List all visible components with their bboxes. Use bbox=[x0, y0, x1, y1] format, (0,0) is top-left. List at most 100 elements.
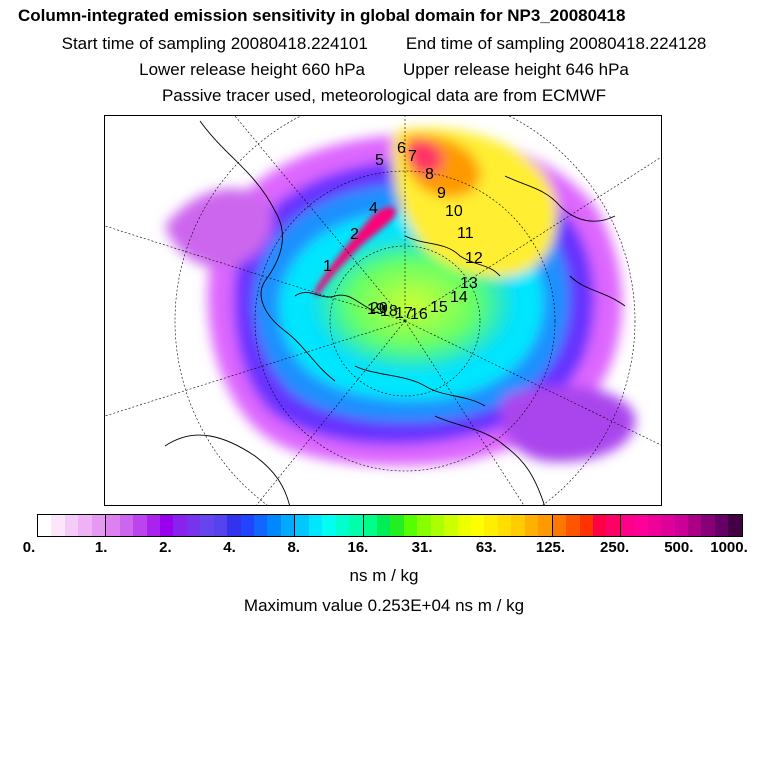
colorbar-cell bbox=[362, 515, 377, 536]
colorbar-cell bbox=[511, 515, 525, 536]
track-label-18: 18 bbox=[380, 303, 398, 320]
colorbar-tick-label: 2. bbox=[159, 539, 172, 556]
colorbar-cell bbox=[579, 515, 593, 536]
track-label-17: 17 bbox=[395, 305, 413, 322]
colorbar-cell bbox=[133, 515, 147, 536]
colorbar-cell bbox=[566, 515, 580, 536]
track-label-13: 13 bbox=[460, 275, 478, 292]
colorbar-cell bbox=[728, 515, 742, 536]
track-label-15: 15 bbox=[430, 299, 448, 316]
lower-release-label: Lower release height 660 hPa bbox=[139, 60, 365, 79]
colorbar-cell bbox=[186, 515, 201, 536]
colorbar-cell bbox=[227, 515, 241, 536]
track-label-12: 12 bbox=[465, 250, 483, 267]
sampling-times: Start time of sampling 20080418.224101 En… bbox=[0, 34, 768, 54]
colorbar-tick-label: 31. bbox=[411, 539, 433, 556]
colorbar-cell bbox=[457, 515, 471, 536]
plume-track bbox=[314, 207, 396, 298]
colorbar-tick-label: 500. bbox=[664, 539, 694, 556]
colorbar-cell bbox=[105, 515, 120, 536]
track-label-14: 14 bbox=[450, 289, 468, 306]
colorbar-cell bbox=[606, 515, 620, 536]
map-canvas: 1 2 4 5 6 7 8 9 10 11 12 13 14 15 16 17 … bbox=[105, 116, 661, 505]
colorbar-cell bbox=[390, 515, 404, 536]
colorbar-cell bbox=[64, 515, 79, 536]
release-heights: Lower release height 660 hPa Upper releas… bbox=[0, 60, 768, 80]
track-label-11: 11 bbox=[457, 225, 474, 242]
colorbar-cell bbox=[308, 515, 323, 536]
upper-release-label: Upper release height 646 hPa bbox=[403, 60, 629, 79]
colorbar-cell bbox=[524, 515, 539, 536]
colorbar-cell bbox=[430, 515, 445, 536]
colorbar-cell bbox=[335, 515, 350, 536]
colorbar-tick-label: 8. bbox=[287, 539, 300, 556]
colorbar-cell bbox=[417, 515, 431, 536]
colorbar-cell bbox=[714, 515, 729, 536]
track-label-5: 5 bbox=[375, 152, 384, 169]
colorbar-cell bbox=[551, 515, 567, 536]
colorbar-cell bbox=[661, 515, 675, 536]
colorbar-cell bbox=[146, 515, 160, 536]
colorbar-tick-label: 250. bbox=[600, 539, 630, 556]
colorbar-cell bbox=[349, 515, 363, 536]
colorbar-cell bbox=[538, 515, 552, 536]
end-time-label: End time of sampling 20080418.224128 bbox=[405, 34, 707, 53]
colorbar-cell bbox=[701, 515, 715, 536]
colorbar-cell bbox=[674, 515, 688, 536]
colorbar-cell bbox=[444, 515, 458, 536]
track-label-10: 10 bbox=[445, 203, 463, 220]
colorbar-cell bbox=[173, 515, 187, 536]
colorbar-cell bbox=[376, 515, 391, 536]
colorbar-cell bbox=[240, 515, 254, 536]
track-labels: 1 2 4 5 6 7 8 9 10 11 12 13 14 15 16 17 … bbox=[323, 140, 483, 323]
colorbar-cell bbox=[471, 515, 485, 536]
sensitivity-field bbox=[165, 128, 636, 466]
colorbar bbox=[37, 514, 743, 537]
colorbar-cell bbox=[119, 515, 134, 536]
colorbar-cell bbox=[51, 515, 65, 536]
track-label-1: 1 bbox=[323, 258, 332, 275]
colorbar-tick-label: 63. bbox=[475, 539, 497, 556]
colorbar-cell bbox=[267, 515, 281, 536]
track-label-6: 6 bbox=[397, 140, 406, 157]
colorbar-tick-label: 16. bbox=[347, 539, 369, 556]
colorbar-cell bbox=[592, 515, 607, 536]
colorbar-tick-label: 125. bbox=[535, 539, 566, 556]
colorbar-cell bbox=[213, 515, 228, 536]
track-label-2: 2 bbox=[350, 226, 359, 243]
colorbar-cell bbox=[200, 515, 214, 536]
colorbar-cell bbox=[159, 515, 174, 536]
colorbar-cell bbox=[647, 515, 662, 536]
colorbar-cell bbox=[254, 515, 268, 536]
colorbar-cell bbox=[619, 515, 635, 536]
colorbar-cell bbox=[38, 515, 52, 536]
colorbar-cell bbox=[322, 515, 336, 536]
colorbar-cell bbox=[280, 515, 295, 536]
plot-title: Column-integrated emission sensitivity i… bbox=[18, 6, 626, 25]
colorbar-tick-label: 0. bbox=[22, 539, 36, 556]
track-label-9: 9 bbox=[437, 185, 446, 202]
colorbar-cell bbox=[688, 515, 702, 536]
track-label-7: 7 bbox=[408, 148, 417, 165]
maximum-value: Maximum value 0.253E+04 ns m / kg bbox=[243, 596, 525, 615]
emission-sensitivity-map: 1 2 4 5 6 7 8 9 10 11 12 13 14 15 16 17 … bbox=[104, 115, 662, 506]
colorbar-cell bbox=[634, 515, 648, 536]
colorbar-tick-label: 1000. bbox=[710, 539, 748, 556]
colorbar-units: ns m / kg bbox=[349, 566, 419, 585]
start-time-label: Start time of sampling 20080418.224101 bbox=[61, 34, 368, 53]
colorbar-cell bbox=[294, 515, 309, 536]
colorbar-cell bbox=[403, 515, 418, 536]
track-label-8: 8 bbox=[425, 166, 434, 183]
tracer-note: Passive tracer used, meteorological data… bbox=[161, 86, 607, 105]
colorbar-tick-label: 4. bbox=[223, 539, 236, 556]
colorbar-cell bbox=[91, 515, 106, 536]
track-label-16: 16 bbox=[410, 306, 428, 323]
colorbar-cell bbox=[78, 515, 92, 536]
coastlines bbox=[164, 120, 626, 505]
track-label-20: 20 bbox=[370, 300, 388, 317]
track-label-4: 4 bbox=[369, 200, 378, 217]
colorbar-cell bbox=[484, 515, 498, 536]
graticule bbox=[105, 116, 661, 505]
colorbar-tick-label: 1. bbox=[94, 539, 108, 556]
colorbar-ticks: 0. 1. 2. 4. 8. 16. 31. 63. 125. 250. 500. 1000. bbox=[0, 539, 768, 559]
